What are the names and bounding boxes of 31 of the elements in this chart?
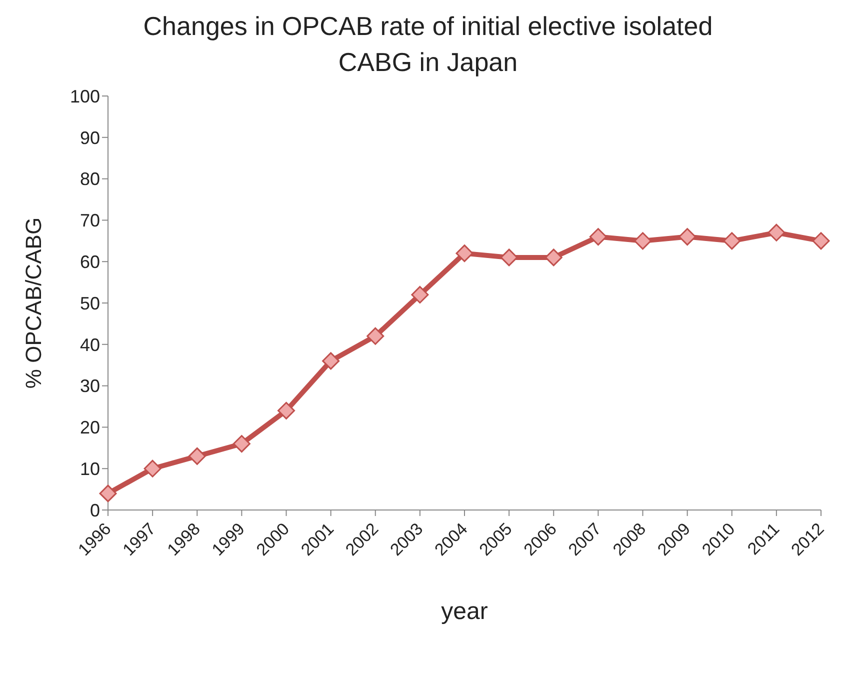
point: [812, 232, 830, 250]
point: [500, 248, 518, 266]
x-axis-title: year: [440, 598, 489, 626]
y-tick-label: 40: [80, 334, 100, 355]
point: [634, 232, 652, 250]
point: [278, 402, 295, 420]
y-tick-label: 50: [80, 293, 100, 314]
y-tick-label: 70: [80, 210, 100, 231]
y-tick-label: 30: [80, 376, 100, 396]
chart-title: Changes in OPCAB rate of initial elective isolated CABG in Japan: [142, 10, 714, 79]
y-tick-label: 0: [90, 500, 100, 520]
point: [144, 460, 162, 478]
y-tick-label: 20: [80, 418, 100, 438]
point: [366, 327, 384, 345]
point: [768, 224, 786, 242]
point: [589, 228, 607, 246]
y-tick-label: 90: [80, 128, 100, 148]
y-tick-label: 10: [80, 458, 100, 479]
point: [411, 286, 429, 304]
y-tick-label: 100: [70, 86, 100, 106]
y-tick-label: 60: [80, 252, 100, 272]
point: [456, 244, 474, 262]
point: [544, 248, 562, 266]
y-tick-label: 80: [80, 169, 100, 190]
point: [723, 232, 741, 250]
point: [99, 484, 117, 502]
y-axis-title: % OPCAB/CABG: [20, 217, 46, 389]
point: [678, 228, 696, 246]
point: [188, 447, 206, 465]
point: [232, 435, 250, 453]
point: [322, 352, 340, 370]
